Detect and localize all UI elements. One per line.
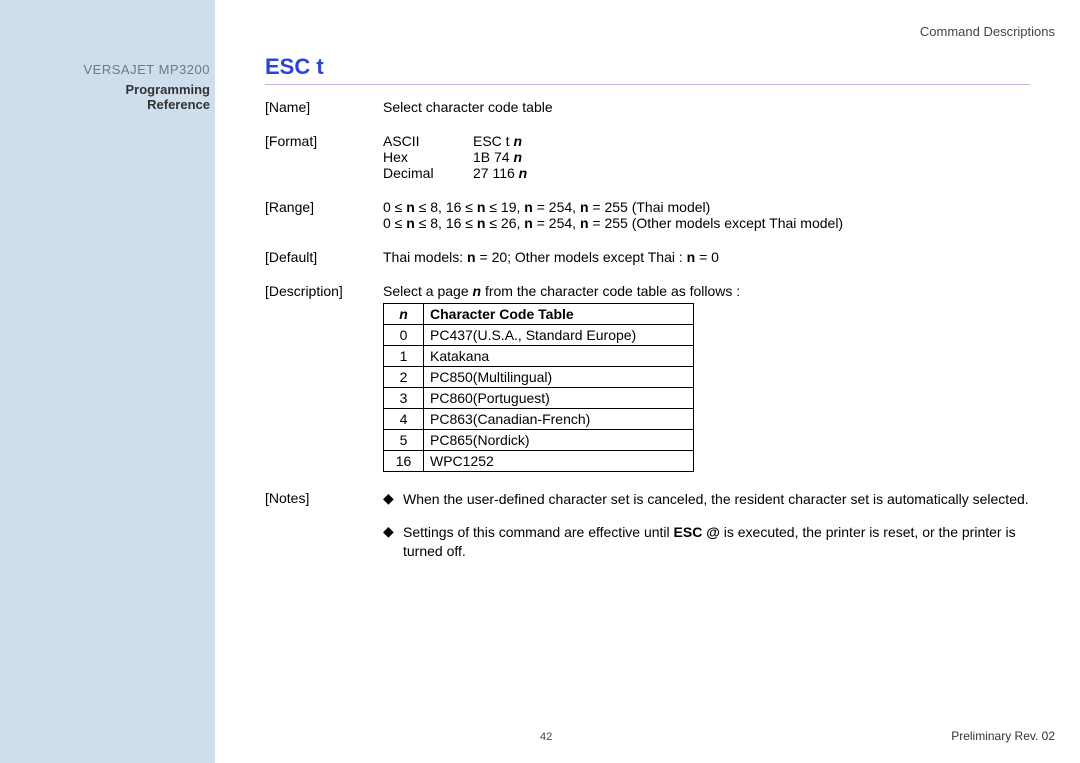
command-title: ESC t [265, 54, 1055, 80]
description-text: Select a page n from the character code … [383, 283, 1055, 299]
value-description: Select a page n from the character code … [383, 283, 1055, 472]
footer-page: 42 [540, 731, 552, 743]
format-type-decimal: Decimal [383, 165, 473, 181]
format-val-decimal: 27 116 n [473, 165, 527, 181]
content: ESC t [Name] Select character code table… [265, 24, 1055, 593]
table-row: 0PC437(U.S.A., Standard Europe) [384, 325, 694, 346]
label-description: [Description] [265, 283, 383, 472]
value-format: ASCII Hex Decimal ESC t n 1B 74 n 27 116… [383, 133, 1055, 181]
table-row: 16WPC1252 [384, 451, 694, 472]
table-row: 5PC865(Nordick) [384, 430, 694, 451]
format-val-ascii: ESC t n [473, 133, 527, 149]
product-subtitle: Programming Reference [60, 82, 210, 112]
format-type-ascii: ASCII [383, 133, 473, 149]
product-name: VERSAJET MP3200 [78, 62, 210, 77]
range-line-0: 0 ≤ n ≤ 8, 16 ≤ n ≤ 19, n = 254, n = 255… [383, 199, 1055, 215]
th-n: n [384, 304, 424, 325]
sidebar: VERSAJET MP3200 Programming Reference [0, 0, 215, 763]
diamond-icon: ◆ [383, 490, 403, 509]
code-table: n Character Code Table 0PC437(U.S.A., St… [383, 303, 694, 472]
diamond-icon: ◆ [383, 523, 403, 561]
label-default: [Default] [265, 249, 383, 265]
table-row: 2PC850(Multilingual) [384, 367, 694, 388]
table-row: 4PC863(Canadian-French) [384, 409, 694, 430]
note-item: ◆ When the user-defined character set is… [383, 490, 1055, 509]
range-line-1: 0 ≤ n ≤ 8, 16 ≤ n ≤ 26, n = 254, n = 255… [383, 215, 1055, 231]
title-rule [265, 84, 1030, 85]
table-row: 3PC860(Portuguest) [384, 388, 694, 409]
label-range: [Range] [265, 199, 383, 231]
value-name: Select character code table [383, 99, 1055, 115]
value-range: 0 ≤ n ≤ 8, 16 ≤ n ≤ 19, n = 254, n = 255… [383, 199, 1055, 231]
format-type-hex: Hex [383, 149, 473, 165]
table-row: 1Katakana [384, 346, 694, 367]
label-notes: [Notes] [265, 490, 383, 575]
label-format: [Format] [265, 133, 383, 181]
value-default: Thai models: n = 20; Other models except… [383, 249, 1055, 265]
value-notes: ◆ When the user-defined character set is… [383, 490, 1055, 575]
note-item: ◆ Settings of this command are effective… [383, 523, 1055, 561]
th-cc: Character Code Table [424, 304, 694, 325]
format-val-hex: 1B 74 n [473, 149, 527, 165]
label-name: [Name] [265, 99, 383, 115]
footer-revision: Preliminary Rev. 02 [951, 729, 1055, 743]
